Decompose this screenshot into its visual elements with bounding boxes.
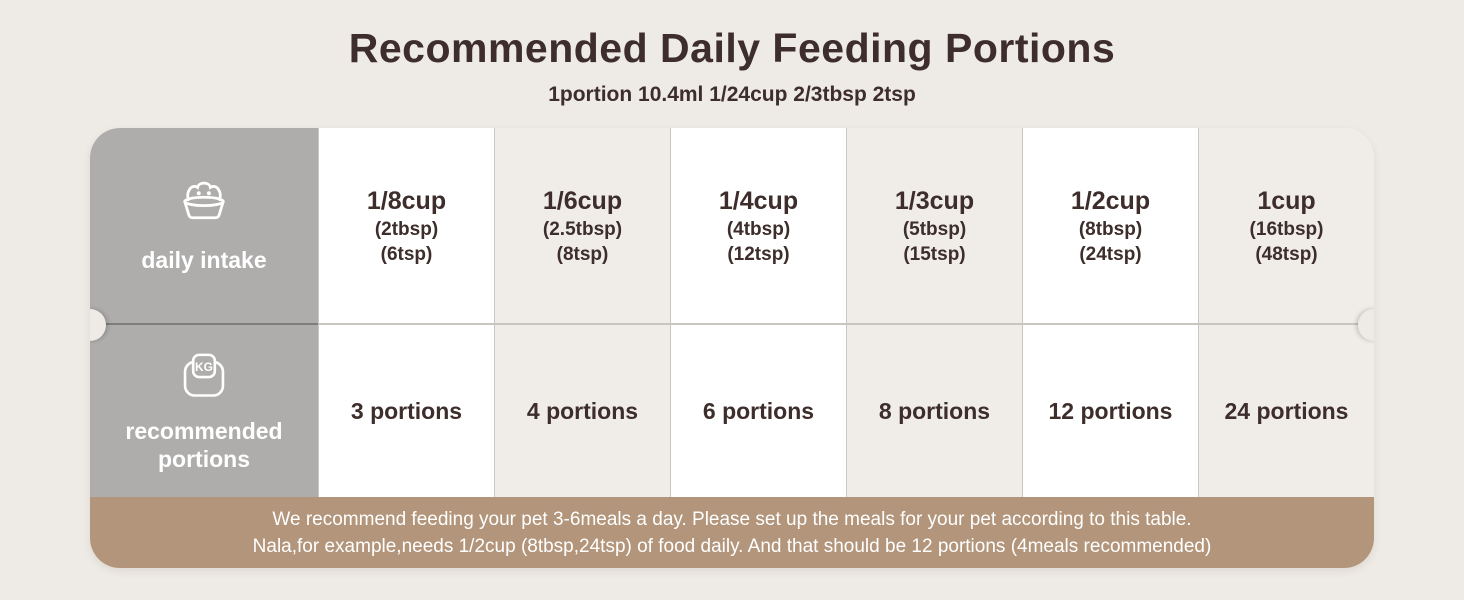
tbsp-amount: (4tbsp) <box>726 218 791 240</box>
tsp-amount: (12tsp) <box>727 243 790 265</box>
tsp-amount: (8tsp) <box>556 243 609 265</box>
portions-value: 24 portions <box>1224 397 1349 424</box>
portions-cell: 6 portions <box>670 325 846 497</box>
pet-bowl-icon <box>176 177 232 232</box>
tbsp-amount: (16tbsp) <box>1249 218 1324 240</box>
portions-cell: 8 portions <box>846 325 1022 497</box>
portions-value: 4 portions <box>526 397 639 424</box>
ticket-notch-right <box>1358 309 1374 341</box>
daily-intake-row-header: daily intake <box>90 128 318 325</box>
portion-definition-subtitle: 1portion 10.4ml 1/24cup 2/3tbsp 2tsp <box>548 83 916 106</box>
daily-intake-cell: 1/8cup (2tbsp) (6tsp) <box>318 128 494 325</box>
portions-value: 6 portions <box>702 397 815 424</box>
cup-amount: 1/4cup <box>718 186 799 215</box>
cup-amount: 1/8cup <box>366 186 447 215</box>
daily-intake-cell: 1cup (16tbsp) (48tsp) <box>1198 128 1374 325</box>
daily-intake-cell: 1/2cup (8tbsp) (24tsp) <box>1022 128 1198 325</box>
portions-value: 12 portions <box>1048 397 1173 424</box>
tsp-amount: (24tsp) <box>1079 243 1142 265</box>
tbsp-amount: (5tbsp) <box>902 218 967 240</box>
tbsp-amount: (2tbsp) <box>374 218 439 240</box>
page-title: Recommended Daily Feeding Portions <box>348 25 1116 71</box>
daily-intake-label: daily intake <box>141 247 267 273</box>
recommended-portions-label: recommended portions <box>125 417 283 472</box>
tbsp-amount: (8tbsp) <box>1078 218 1143 240</box>
cup-amount: 1/2cup <box>1070 186 1151 215</box>
recommended-portions-row: KG recommended portions 3 portions 4 por… <box>90 325 1374 497</box>
ticket-notch-left <box>90 309 106 341</box>
portions-cell: 12 portions <box>1022 325 1198 497</box>
cup-amount: 1/3cup <box>894 186 975 215</box>
portions-value: 3 portions <box>350 397 463 424</box>
tsp-amount: (48tsp) <box>1255 243 1318 265</box>
recommended-portions-row-header: KG recommended portions <box>90 325 318 497</box>
portions-value: 8 portions <box>878 397 991 424</box>
daily-intake-row: daily intake 1/8cup (2tbsp) (6tsp) 1/6cu… <box>90 128 1374 325</box>
footer-note-line2: Nala,for example,needs 1/2cup (8tbsp,24t… <box>252 535 1212 557</box>
page-header: Recommended Daily Feeding Portions 1port… <box>0 0 1464 107</box>
tsp-amount: (15tsp) <box>903 243 966 265</box>
portions-cell: 4 portions <box>494 325 670 497</box>
tsp-amount: (6tsp) <box>380 243 433 265</box>
daily-intake-cell: 1/3cup (5tbsp) (15tsp) <box>846 128 1022 325</box>
kg-icon-label: KG <box>195 360 213 374</box>
daily-intake-cell: 1/6cup (2.5tbsp) (8tsp) <box>494 128 670 325</box>
feeding-portions-table: daily intake 1/8cup (2tbsp) (6tsp) 1/6cu… <box>90 128 1374 568</box>
portions-cell: 24 portions <box>1198 325 1374 497</box>
tbsp-amount: (2.5tbsp) <box>542 218 623 240</box>
kg-scale-icon: KG <box>180 350 228 407</box>
feeding-note-footer: We recommend feeding your pet 3-6meals a… <box>90 497 1374 568</box>
daily-intake-cell: 1/4cup (4tbsp) (12tsp) <box>670 128 846 325</box>
footer-note-line1: We recommend feeding your pet 3-6meals a… <box>272 508 1192 530</box>
cup-amount: 1/6cup <box>542 186 623 215</box>
portions-cell: 3 portions <box>318 325 494 497</box>
cup-amount: 1cup <box>1257 186 1316 215</box>
